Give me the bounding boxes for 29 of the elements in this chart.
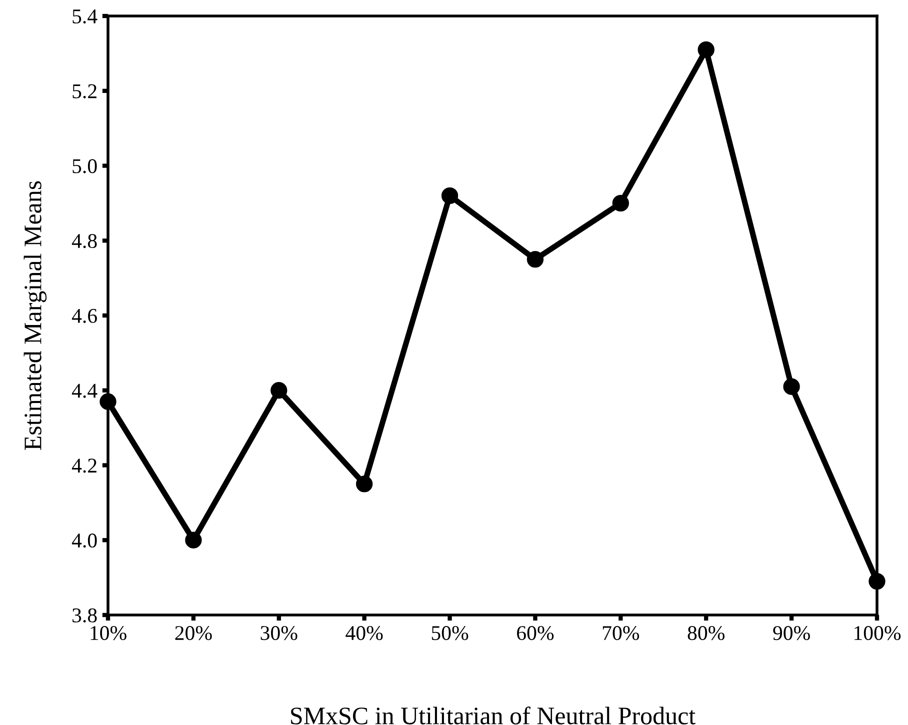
y-tick-label: 5.2 (72, 84, 96, 98)
x-tick-label: 20% (175, 626, 212, 640)
point (356, 476, 373, 492)
y-tick-label: 5.4 (72, 10, 98, 24)
point (270, 382, 288, 399)
y-tick-label: 4.6 (72, 308, 97, 324)
point (526, 251, 544, 268)
x-axis-title: SMxSC in Utilitarian of Neutral Product (291, 706, 696, 724)
x-tick-label: 40% (346, 626, 383, 640)
point (783, 378, 800, 395)
x-tick-label: 10% (90, 626, 126, 640)
x-tick-label: 70% (602, 626, 640, 640)
y-tick-label: 3.8 (72, 608, 97, 623)
y-tick-label: 4.4 (72, 384, 98, 398)
x-tick-label: 30% (260, 626, 298, 640)
y-tick-label: 4.8 (72, 234, 97, 248)
point (612, 194, 629, 212)
y-tick-label: 4.2 (72, 458, 96, 473)
x-tick-label: 100% (854, 626, 901, 640)
x-tick-label: 50% (432, 626, 468, 640)
point (698, 41, 714, 58)
x-tick-label: 90% (773, 626, 810, 640)
y-axis-title: Estimated Marginal Means (24, 181, 47, 450)
point (185, 532, 202, 548)
x-tick-label: 60% (517, 626, 554, 640)
y-tick-label: 4.0 (72, 534, 97, 548)
point (441, 187, 458, 204)
y-tick-label: 5.0 (72, 159, 97, 174)
x-tick-label: 80% (688, 626, 724, 640)
